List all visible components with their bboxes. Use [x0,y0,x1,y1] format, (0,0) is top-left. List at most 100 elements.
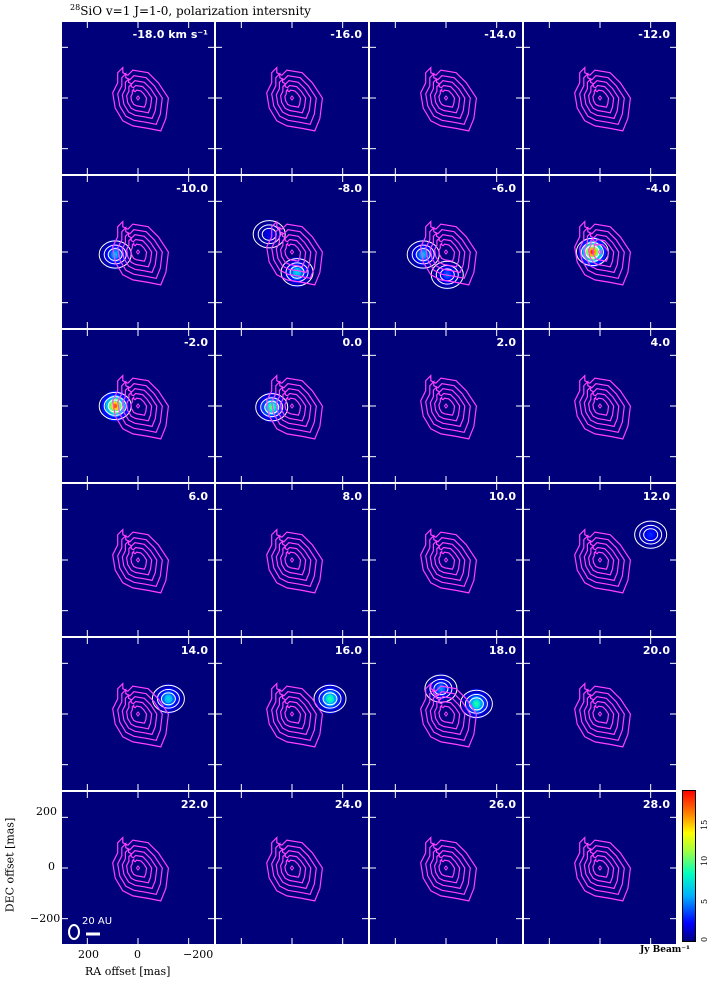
intensity-contour [429,231,466,274]
intensity-contour [275,847,312,890]
intensity-contour [112,682,170,748]
beam-ellipse [68,924,80,940]
intensity-contour [117,842,163,895]
intensity-contour [438,396,456,416]
polarization-contour [156,688,180,709]
map-background [216,176,368,328]
intensity-contour [125,390,153,422]
intensity-contour [579,688,625,741]
intensity-contour [420,682,478,748]
intensity-contour [579,72,625,125]
velocity-label: 6.0 [188,490,209,503]
intensity-contour [284,242,302,262]
intensity-contour [121,77,158,120]
channel-map-image [370,792,522,944]
map-background [62,176,214,328]
intensity-contour [135,249,141,255]
intensity-contour [587,236,615,268]
channel-map-image [524,22,676,174]
map-background [524,330,676,482]
channel-panel: 18.0 [370,638,522,790]
velocity-label: 22.0 [180,798,208,811]
map-background [62,792,214,944]
intensity-contour [112,528,170,594]
intensity-contour [420,220,478,286]
map-background [62,330,214,482]
intensity-contour [587,852,615,884]
intensity-contour [117,534,163,587]
intensity-contour [592,550,610,570]
channel-map-image [62,330,214,482]
velocity-label: 24.0 [334,798,362,811]
intensity-contour [433,236,461,268]
intensity-contour [284,550,302,570]
channel-map-image [216,792,368,944]
intensity-contour [592,704,610,724]
velocity-label: -4.0 [645,182,670,195]
polarization-contour [318,688,342,709]
channel-map-image [370,176,522,328]
emission-spot [267,232,272,237]
emission-spot [328,696,332,701]
intensity-contour [425,534,471,587]
intensity-contour [587,544,615,576]
map-background [62,484,214,636]
intensity-contour [271,842,317,895]
intensity-contour [279,698,307,730]
channel-map-image [524,330,676,482]
channel-panel: -18.0 km s⁻¹ [62,22,214,174]
channel-panel: 2.0 [370,330,522,482]
intensity-contour [429,693,466,736]
map-background [62,638,214,790]
channel-map-image [524,638,676,790]
velocity-label: -2.0 [183,336,208,349]
y-tick-label: −200 [30,912,61,925]
colorbar-label: Jy Beam⁻¹ [640,945,691,955]
map-background [370,176,522,328]
intensity-contour [266,836,324,902]
intensity-contour [443,95,449,101]
intensity-contour [579,842,625,895]
intensity-contour [266,528,324,594]
velocity-label: 28.0 [642,798,670,811]
intensity-contour [117,226,163,279]
intensity-contour [574,682,632,748]
intensity-contour [130,88,148,108]
channel-map-image [62,22,214,174]
velocity-label: 2.0 [496,336,517,349]
intensity-contour [266,66,324,132]
x-tick-label: 200 [78,948,99,961]
channel-map-image [370,330,522,482]
intensity-contour [429,77,466,120]
intensity-contour [587,82,615,114]
intensity-contour [121,231,158,274]
map-background [524,22,676,174]
intensity-contour [420,528,478,594]
intensity-contour [574,374,632,440]
velocity-label: 12.0 [642,490,670,503]
y-axis-label: DEC offset [mas] [3,817,17,913]
intensity-contour [112,374,170,440]
velocity-label: 20.0 [642,644,670,657]
channel-map-image [524,484,676,636]
channel-panel: 20.0 [524,638,676,790]
channel-panel: 8.0 [216,484,368,636]
intensity-contour [289,249,295,255]
polarization-contour [322,692,338,706]
intensity-contour [112,220,170,286]
intensity-contour [429,385,466,428]
velocity-label: -14.0 [484,28,516,41]
intensity-contour [583,385,620,428]
channel-map-image [524,176,676,328]
velocity-label: 0.0 [342,336,363,349]
map-background [216,792,368,944]
velocity-label: 26.0 [488,798,516,811]
polarization-contour [160,692,176,706]
polarization-contour [151,684,185,713]
channel-map-image [216,484,368,636]
colorbar-tick: 5 [700,899,708,904]
intensity-contour [429,847,466,890]
velocity-label: 10.0 [488,490,516,503]
intensity-contour [425,842,471,895]
y-tick-label: 200 [36,805,57,818]
